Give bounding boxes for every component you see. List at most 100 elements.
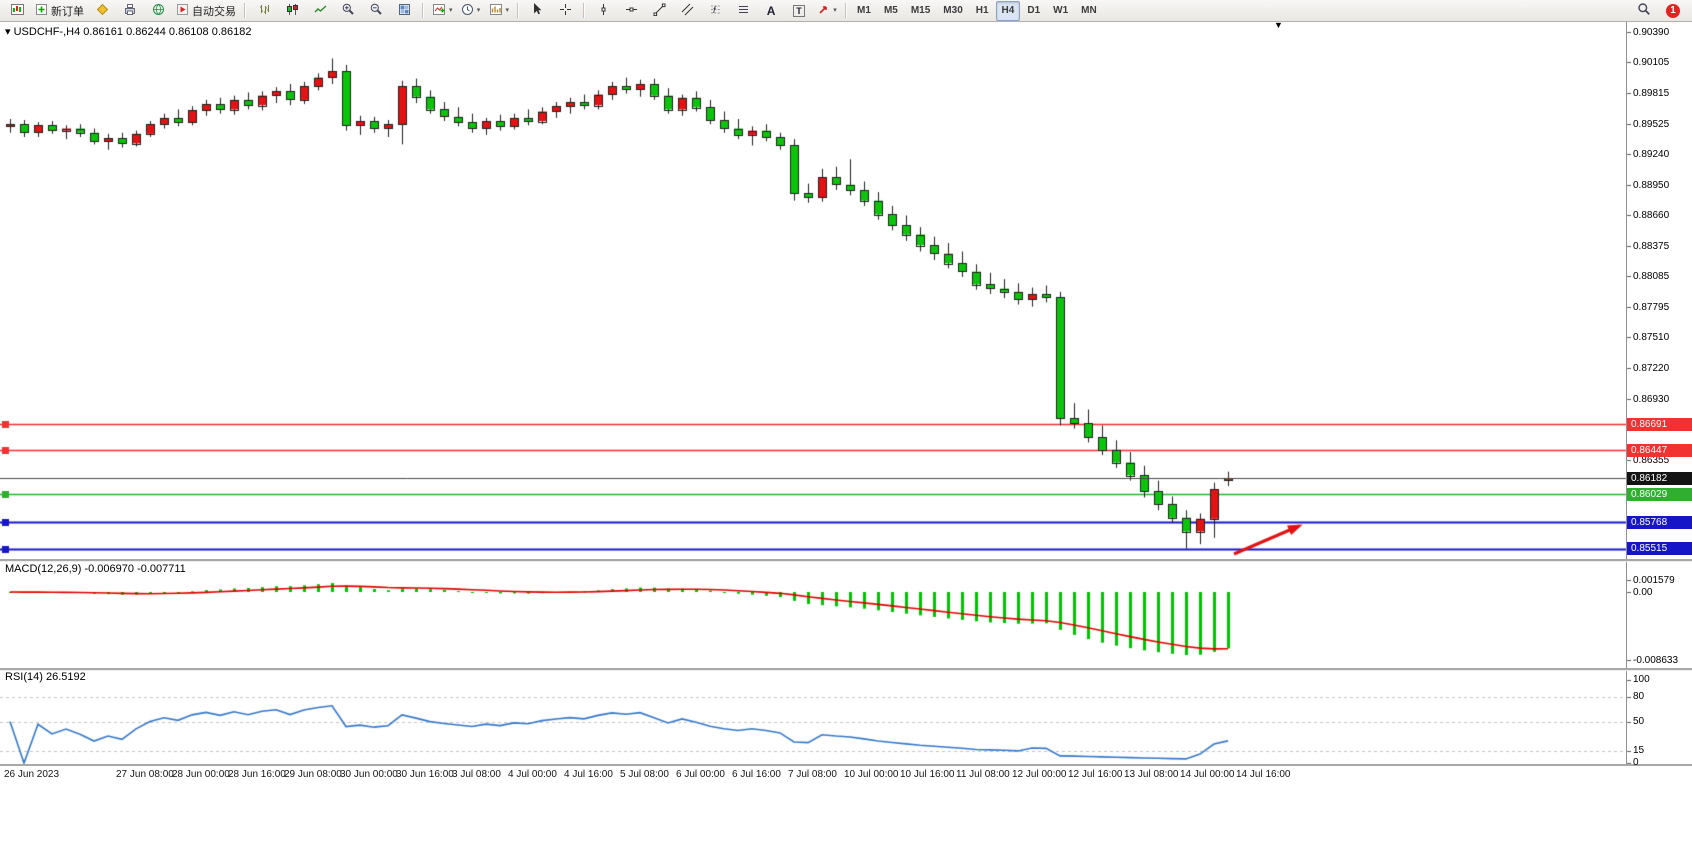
vertical-line-button[interactable] [589, 0, 617, 22]
text-label-button[interactable]: T [785, 0, 813, 22]
search-button[interactable] [1630, 0, 1658, 22]
new-chart-icon [10, 3, 25, 19]
zoom-in-icon [341, 2, 355, 19]
metaeditor-button[interactable] [88, 0, 116, 22]
auto-trading-icon [176, 3, 189, 19]
rsi-axis-label: 15 [1633, 744, 1645, 756]
timeframe-toolbar: M1 M5 M15 M30 H1 H4 D1 W1 MN [851, 0, 1103, 21]
price-axis-label: 0.88085 [1633, 271, 1670, 283]
price-axis-label: 0.86930 [1633, 393, 1670, 405]
search-icon [1637, 2, 1651, 19]
bar-chart-icon [258, 3, 271, 19]
candlestick-chart-button[interactable] [278, 0, 306, 22]
timeframe-m5[interactable]: M5 [883, 5, 898, 16]
rsi-axis-label: 100 [1633, 674, 1650, 685]
fibonacci-button[interactable]: f [701, 0, 729, 22]
price-tag: 0.86182 [1627, 472, 1692, 485]
auto-trading-button[interactable]: 自动交易 [172, 0, 240, 22]
clock-icon [461, 3, 474, 19]
tile-windows-button[interactable] [390, 0, 418, 22]
date-label: 5 Jul 08:00 [620, 769, 669, 780]
date-label: 12 Jul 00:00 [1012, 769, 1067, 780]
globe-icon [152, 3, 165, 19]
timeframe-d1[interactable]: D1 [1027, 5, 1041, 16]
price-axis-label: 0.89240 [1633, 148, 1670, 160]
templates-icon [489, 3, 503, 19]
chart-shift-marker[interactable]: ▼ [1274, 20, 1283, 30]
date-label: 14 Jul 16:00 [1236, 769, 1291, 780]
trendline-icon [653, 3, 666, 19]
tile-windows-icon [398, 3, 411, 19]
panel-splitter[interactable] [0, 559, 1692, 562]
community-button[interactable] [144, 0, 172, 22]
zoom-out-button[interactable] [362, 0, 390, 22]
new-order-button[interactable]: 新订单 [31, 0, 88, 22]
price-axis-label: 0.88375 [1633, 240, 1670, 252]
chevron-down-icon: ▾ [476, 6, 481, 14]
chevron-down-icon: ▾ [505, 6, 510, 14]
timeframe-mn[interactable]: MN [1081, 5, 1097, 16]
date-label: 10 Jul 16:00 [900, 769, 955, 780]
crosshair-icon [559, 3, 572, 19]
timeframe-m30[interactable]: M30 [943, 5, 963, 16]
price-axis-label: 0.88950 [1633, 179, 1670, 191]
bar-chart-button[interactable] [250, 0, 278, 22]
rsi-axis-label: 80 [1633, 690, 1645, 702]
time-axis[interactable] [0, 766, 1692, 786]
macd-title: MACD(12,26,9) -0.006970 -0.007711 [5, 563, 186, 575]
svg-text:f: f [713, 5, 717, 15]
zoom-in-button[interactable] [334, 0, 362, 22]
cursor-button[interactable] [523, 0, 551, 22]
periods-button[interactable]: ▾ [457, 0, 485, 22]
chart-title: ▾ USDCHF-,H4 0.86161 0.86244 0.86108 0.8… [5, 25, 251, 38]
timeframe-h1[interactable]: H1 [975, 5, 989, 16]
print-button[interactable] [116, 0, 144, 22]
grid-levels-button[interactable] [729, 0, 757, 22]
date-label: 3 Jul 08:00 [452, 769, 501, 780]
date-label: 4 Jul 16:00 [564, 769, 613, 780]
new-chart-button[interactable] [3, 0, 31, 22]
notification-badge[interactable]: 1 [1666, 3, 1680, 18]
horizontal-line-button[interactable] [617, 0, 645, 22]
horizontal-line-icon [625, 3, 638, 19]
timeframe-m1[interactable]: M1 [857, 5, 871, 16]
macd-axis-label: -0.008633 [1633, 654, 1679, 666]
chevron-down-icon: ▾ [449, 6, 453, 14]
channel-button[interactable] [673, 0, 701, 22]
date-label: 27 Jun 08:00 [116, 769, 174, 780]
rsi-title: RSI(14) 26.5192 [5, 671, 86, 683]
price-tag: 0.86691 [1627, 418, 1692, 431]
chart-canvas[interactable] [0, 22, 1692, 849]
timeframe-m15[interactable]: M15 [910, 5, 931, 16]
one-click-trading-toggle[interactable]: ▾ [5, 26, 11, 38]
price-axis-border [1626, 22, 1627, 766]
date-label: 12 Jul 16:00 [1068, 769, 1123, 780]
vertical-line-icon [597, 3, 610, 19]
date-label: 7 Jul 08:00 [788, 769, 837, 780]
templates-button[interactable]: ▾ [485, 0, 514, 22]
date-label: 29 Jun 08:00 [284, 769, 342, 780]
price-tag: 0.85515 [1627, 542, 1692, 555]
timeframe-w1[interactable]: W1 [1053, 5, 1069, 16]
date-label: 11 Jul 08:00 [956, 769, 1010, 780]
timeframe-h4[interactable]: H4 [995, 0, 1021, 21]
date-label: 30 Jun 16:00 [396, 769, 454, 780]
date-label: 4 Jul 00:00 [508, 769, 557, 780]
text-label-icon: T [793, 4, 805, 17]
indicators-button[interactable]: ▾ [428, 0, 457, 22]
price-axis-label: 0.87510 [1633, 332, 1670, 344]
price-axis-label: 0.87220 [1633, 363, 1670, 375]
panel-splitter[interactable] [0, 668, 1692, 671]
arrows-button[interactable]: ▾ [813, 0, 841, 22]
toolbar-separator [517, 3, 520, 18]
price-tag: 0.86447 [1627, 444, 1692, 457]
date-label: 6 Jul 00:00 [676, 769, 725, 780]
new-order-label: 新订单 [51, 5, 84, 18]
toolbar: 新订单 自动交易 ▾ ▾ ▾ f A T ▾ M1 M5 M15 M30 H1 H4 D1 W… [0, 0, 1692, 22]
crosshair-button[interactable] [551, 0, 579, 22]
trendline-button[interactable] [645, 0, 673, 22]
price-axis-label: 0.87795 [1633, 302, 1670, 314]
line-chart-button[interactable] [306, 0, 334, 22]
toolbar-separator [422, 3, 424, 18]
text-button[interactable]: A [757, 0, 785, 22]
